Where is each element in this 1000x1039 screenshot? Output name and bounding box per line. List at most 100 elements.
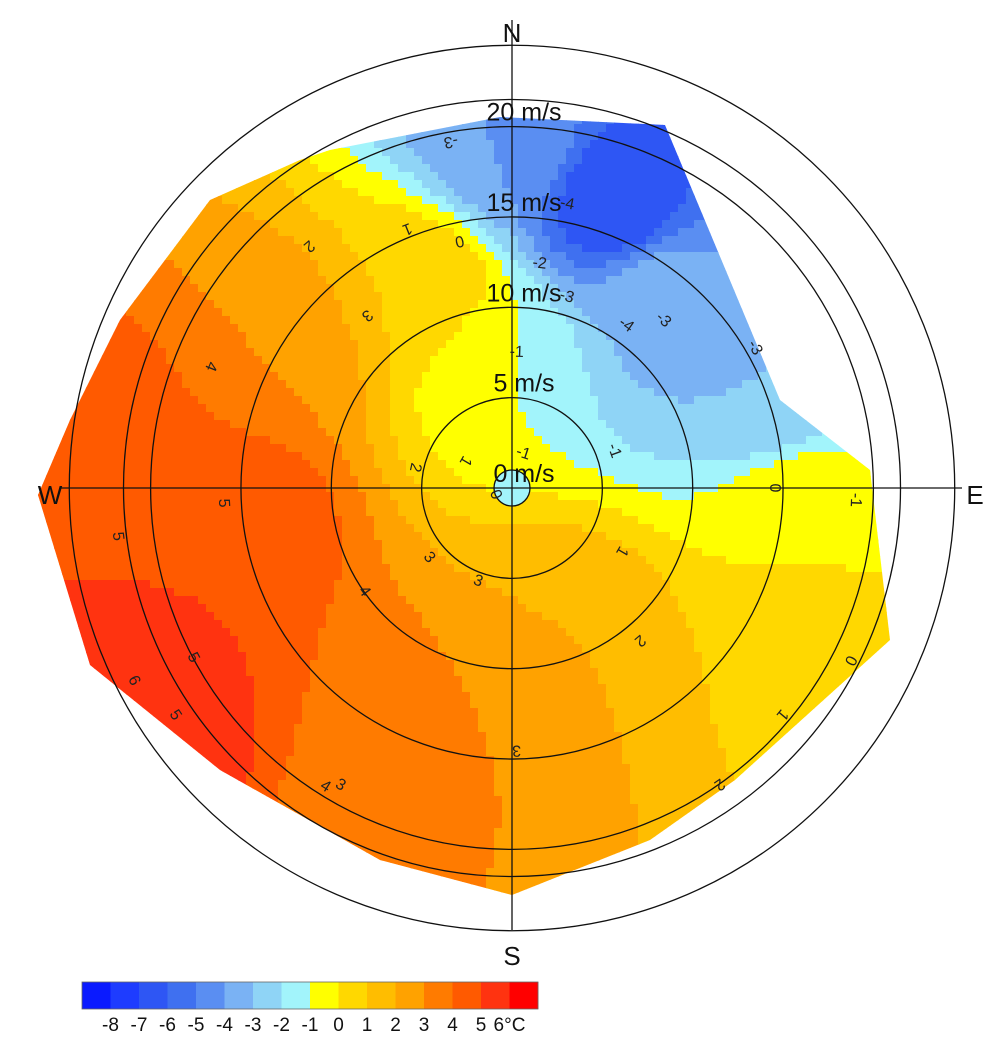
contour-cell xyxy=(294,108,303,117)
contour-cell xyxy=(294,348,303,357)
contour-cell xyxy=(294,236,303,245)
contour-cell xyxy=(534,276,543,285)
contour-cell xyxy=(366,396,375,405)
contour-cell xyxy=(286,244,295,253)
contour-cell xyxy=(222,228,231,237)
contour-cell xyxy=(774,228,783,237)
contour-cell xyxy=(870,196,879,205)
contour-cell xyxy=(190,460,199,469)
contour-cell xyxy=(422,260,431,269)
contour-cell xyxy=(454,212,463,221)
contour-cell xyxy=(830,117,839,125)
contour-cell xyxy=(102,452,111,461)
contour-cell xyxy=(334,404,343,413)
contour-cell xyxy=(830,244,839,253)
contour-cell xyxy=(782,284,791,293)
contour-cell xyxy=(878,180,887,189)
contour-cell xyxy=(238,412,247,421)
contour-cell xyxy=(574,228,583,237)
contour-cell xyxy=(70,292,79,301)
contour-cell xyxy=(38,132,39,141)
contour-cell xyxy=(398,388,407,397)
contour-cell xyxy=(894,124,903,133)
contour-cell xyxy=(110,252,119,261)
contour-cell xyxy=(678,268,687,277)
contour-cell xyxy=(214,284,223,293)
contour-cell xyxy=(702,268,711,277)
contour-cell xyxy=(814,276,823,285)
contour-cell xyxy=(486,324,495,333)
contour-cell xyxy=(534,156,543,165)
contour-cell xyxy=(86,196,95,205)
contour-cell xyxy=(406,284,415,293)
contour-cell xyxy=(550,444,559,453)
contour-cell xyxy=(838,412,847,421)
contour-cell xyxy=(214,308,223,317)
contour-cell xyxy=(110,268,119,277)
contour-cell xyxy=(238,364,247,373)
contour-cell xyxy=(166,108,175,117)
contour-cell xyxy=(334,340,343,349)
contour-cell xyxy=(766,117,775,125)
contour-cell xyxy=(270,100,279,109)
contour-cell xyxy=(758,140,767,149)
contour-cell xyxy=(382,156,391,165)
contour-cell xyxy=(62,236,71,245)
contour-cell xyxy=(494,444,503,453)
contour-cell xyxy=(134,164,143,173)
contour-cell xyxy=(790,100,799,109)
contour-cell xyxy=(582,356,591,365)
contour-cell xyxy=(438,460,447,469)
contour-cell xyxy=(302,268,311,277)
contour-cell xyxy=(758,388,767,397)
contour-cell xyxy=(382,460,391,469)
contour-cell xyxy=(734,396,743,405)
contour-cell xyxy=(574,324,583,333)
contour-cell xyxy=(454,117,463,125)
contour-cell xyxy=(46,132,55,141)
contour-cell xyxy=(822,196,831,205)
contour-cell xyxy=(638,348,647,357)
contour-cell xyxy=(534,124,543,133)
contour-cell xyxy=(710,404,719,413)
contour-cell xyxy=(678,172,687,181)
contour-cell xyxy=(542,436,551,445)
contour-cell xyxy=(454,324,463,333)
contour-cell xyxy=(286,396,295,405)
contour-cell xyxy=(742,268,751,277)
contour-cell xyxy=(862,380,871,389)
contour-cell xyxy=(470,212,479,221)
contour-cell xyxy=(886,372,890,381)
contour-cell xyxy=(878,388,887,397)
contour-cell xyxy=(678,380,687,389)
contour-cell xyxy=(54,156,63,165)
contour-cell xyxy=(422,332,431,341)
contour-cell xyxy=(630,148,639,157)
contour-cell xyxy=(734,284,743,293)
contour-cell xyxy=(302,356,311,365)
contour-cell xyxy=(806,420,815,429)
contour-cell xyxy=(422,364,431,373)
contour-cell xyxy=(662,388,671,397)
contour-cell xyxy=(806,428,815,437)
contour-cell xyxy=(710,348,719,357)
contour-cell xyxy=(510,117,519,125)
contour-cell xyxy=(278,148,287,157)
contour-cell xyxy=(838,164,847,173)
contour-cell xyxy=(382,220,391,229)
contour-cell xyxy=(358,252,367,261)
contour-cell xyxy=(374,348,383,357)
contour-cell xyxy=(166,180,175,189)
contour-cell xyxy=(606,340,615,349)
contour-cell xyxy=(830,396,839,405)
contour-cell xyxy=(662,252,671,261)
contour-cell xyxy=(830,204,839,213)
contour-cell xyxy=(582,196,591,205)
contour-cell xyxy=(710,444,719,453)
contour-cell xyxy=(726,396,735,405)
contour-cell xyxy=(718,236,727,245)
contour-cell xyxy=(726,204,735,213)
contour-cell xyxy=(750,140,759,149)
contour-cell xyxy=(294,340,303,349)
contour-cell xyxy=(358,372,367,381)
